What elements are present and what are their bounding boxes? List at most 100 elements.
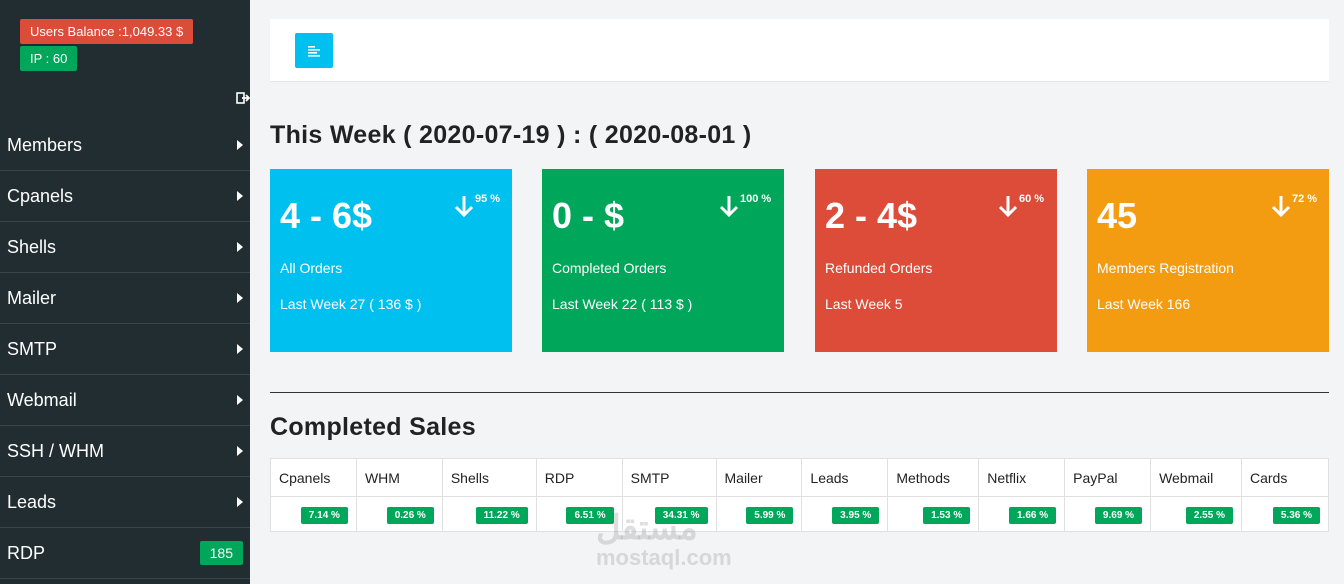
arrow-down-icon <box>1271 196 1291 218</box>
caret-right-icon <box>237 344 243 354</box>
card-value: 0 - $ <box>552 195 625 236</box>
sidebar-item-cpanels[interactable]: Cpanels <box>0 171 250 222</box>
column-header: Netflix <box>978 458 1066 497</box>
week-title: This Week ( 2020-07-19 ) : ( 2020-08-01 … <box>270 121 752 149</box>
table-cell: 0.26 % <box>355 496 443 532</box>
card-last-week: Last Week 5 <box>825 296 903 312</box>
sidebar-item-leads[interactable]: Leads <box>0 477 250 528</box>
column-header: SMTP <box>621 458 717 497</box>
sidebar-item-rdp[interactable]: RDP 185 <box>0 528 250 579</box>
caret-right-icon <box>237 395 243 405</box>
table-cell: 6.51 % <box>535 496 623 532</box>
column-header: Cpanels <box>270 458 357 497</box>
table-cell: 7.14 % <box>270 496 357 532</box>
sidebar-item-mailer[interactable]: Mailer <box>0 273 250 324</box>
column-header: Leads <box>801 458 889 497</box>
sidebar-item-label: Webmail <box>7 389 77 410</box>
card-label: Completed Orders <box>552 260 667 276</box>
card-last-week: Last Week 166 <box>1097 296 1191 312</box>
sidebar-item-members[interactable]: Members <box>0 120 250 171</box>
arrow-down-icon <box>719 196 739 218</box>
card-percent: 95 % <box>475 193 501 205</box>
sidebar-item-ssh-whm[interactable]: SSH / WHM <box>0 426 250 477</box>
table-cell: 5.99 % <box>715 496 803 532</box>
table-cell: 5.36 % <box>1240 496 1330 532</box>
column-header: RDP <box>535 458 623 497</box>
table-cell: 11.22 % <box>441 496 537 532</box>
table-cell: 34.31 % <box>621 496 717 532</box>
column-header: Mailer <box>715 458 803 497</box>
percent-badge: 7.14 % <box>300 506 348 524</box>
table-header-row: Cpanels WHM Shells RDP SMTP Mailer Leads… <box>270 458 1330 497</box>
sidebar-item-label: Cpanels <box>7 185 74 206</box>
top-bar <box>270 19 1329 82</box>
percent-badge: 11.22 % <box>475 506 528 524</box>
card-refunded-orders[interactable]: 2 - 4$ 60 % Refunded Orders Last Week 5 <box>815 169 1057 352</box>
caret-right-icon <box>237 140 243 150</box>
percent-badge: 9.69 % <box>1094 506 1143 524</box>
card-value: 45 <box>1097 195 1138 236</box>
sidebar-item-label: Leads <box>7 491 57 512</box>
table-row: 7.14 % 0.26 % 11.22 % 6.51 % 34.31 % 5.9… <box>270 496 1330 532</box>
card-completed-orders[interactable]: 0 - $ 100 % Completed Orders Last Week 2… <box>542 169 784 352</box>
table-cell: 1.53 % <box>887 496 980 532</box>
table-cell: 9.69 % <box>1064 496 1152 532</box>
column-header: Shells <box>441 458 537 497</box>
percent-badge: 1.53 % <box>923 506 971 524</box>
card-last-week: Last Week 22 ( 113 $ ) <box>552 296 693 312</box>
column-header: WHM <box>355 458 443 497</box>
align-left-icon <box>308 45 320 57</box>
balance-badge: Users Balance :1,049.33 $ <box>20 19 194 44</box>
percent-badge: 5.99 % <box>746 506 794 524</box>
sidebar-item-label: SSH / WHM <box>7 440 104 461</box>
caret-right-icon <box>237 242 243 252</box>
percent-badge: 5.36 % <box>1272 506 1320 524</box>
card-percent: 72 % <box>1292 193 1318 205</box>
card-percent: 100 % <box>740 193 772 205</box>
percent-badge: 3.95 % <box>832 506 880 524</box>
sales-title: Completed Sales <box>270 413 476 441</box>
card-value: 4 - 6$ <box>280 195 373 236</box>
card-value: 2 - 4$ <box>825 195 918 236</box>
watermark-logo: مستقل <box>596 509 698 547</box>
sidebar-item-label: Mailer <box>7 287 57 308</box>
caret-right-icon <box>237 446 243 456</box>
card-label: All Orders <box>280 260 343 276</box>
percent-badge: 0.26 % <box>386 506 434 524</box>
column-header: Methods <box>887 458 980 497</box>
ip-badge: IP : 60 <box>20 46 78 71</box>
column-header: Cards <box>1240 458 1330 497</box>
section-divider <box>270 392 1329 393</box>
percent-badge: 6.51 % <box>566 506 614 524</box>
sidebar-item-smtp[interactable]: SMTP <box>0 324 250 375</box>
caret-right-icon <box>237 191 243 201</box>
sales-table: Cpanels WHM Shells RDP SMTP Mailer Leads… <box>270 458 1330 532</box>
sidebar-item-label: RDP <box>7 542 46 563</box>
card-members-registration[interactable]: 45 72 % Members Registration Last Week 1… <box>1087 169 1329 352</box>
column-header: Webmail <box>1150 458 1242 497</box>
arrow-down-icon <box>998 196 1018 218</box>
sidebar-item-label: SMTP <box>7 338 58 359</box>
sidebar-item-webmail[interactable]: Webmail <box>0 375 250 426</box>
card-label: Members Registration <box>1097 260 1234 276</box>
percent-badge: 34.31 % <box>654 506 708 524</box>
card-last-week: Last Week 27 ( 136 $ ) <box>280 296 422 312</box>
percent-badge: 2.55 % <box>1185 506 1233 524</box>
sidebar-item-label: Shells <box>7 236 57 257</box>
sidebar-item-shells[interactable]: Shells <box>0 222 250 273</box>
logout-icon[interactable] <box>236 91 250 105</box>
caret-right-icon <box>237 293 243 303</box>
watermark-site: mostaql.com <box>596 545 732 570</box>
card-percent: 60 % <box>1019 193 1045 205</box>
sidebar: Users Balance :1,049.33 $ IP : 60 Member… <box>0 0 250 584</box>
table-cell: 3.95 % <box>801 496 889 532</box>
sidebar-menu: Members Cpanels Shells Mailer SMTP Webma… <box>0 120 250 579</box>
column-header: PayPal <box>1064 458 1152 497</box>
percent-badge: 1.66 % <box>1009 506 1057 524</box>
rdp-count-badge: 185 <box>199 541 243 565</box>
table-cell: 1.66 % <box>978 496 1066 532</box>
caret-right-icon <box>237 497 243 507</box>
card-all-orders[interactable]: 4 - 6$ 95 % All Orders Last Week 27 ( 13… <box>270 169 512 352</box>
sidebar-toggle-button[interactable] <box>295 33 333 68</box>
card-label: Refunded Orders <box>825 260 933 276</box>
